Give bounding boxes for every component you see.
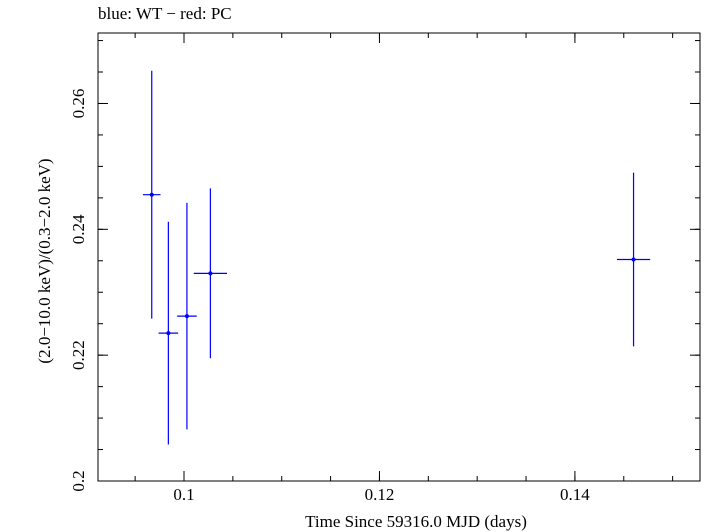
x-tick-label: 0.12	[365, 485, 395, 504]
y-tick-label: 0.26	[69, 89, 88, 119]
x-tick-label: 0.14	[560, 485, 590, 504]
y-tick-label: 0.2	[69, 470, 88, 491]
data-point	[149, 192, 154, 197]
x-tick-label: 0.1	[173, 485, 194, 504]
y-axis-label: (2.0−10.0 keV)/(0.3−2.0 keV)	[35, 158, 54, 363]
chart-title: blue: WT − red: PC	[98, 4, 232, 23]
data-point	[184, 314, 189, 319]
x-axis-label: Time Since 59316.0 MJD (days)	[305, 512, 527, 531]
y-tick-label: 0.24	[69, 214, 88, 244]
data-point	[166, 331, 171, 336]
y-tick-label: 0.22	[69, 340, 88, 370]
data-point	[631, 257, 636, 262]
data-point	[208, 271, 213, 276]
plot-frame	[97, 32, 701, 482]
